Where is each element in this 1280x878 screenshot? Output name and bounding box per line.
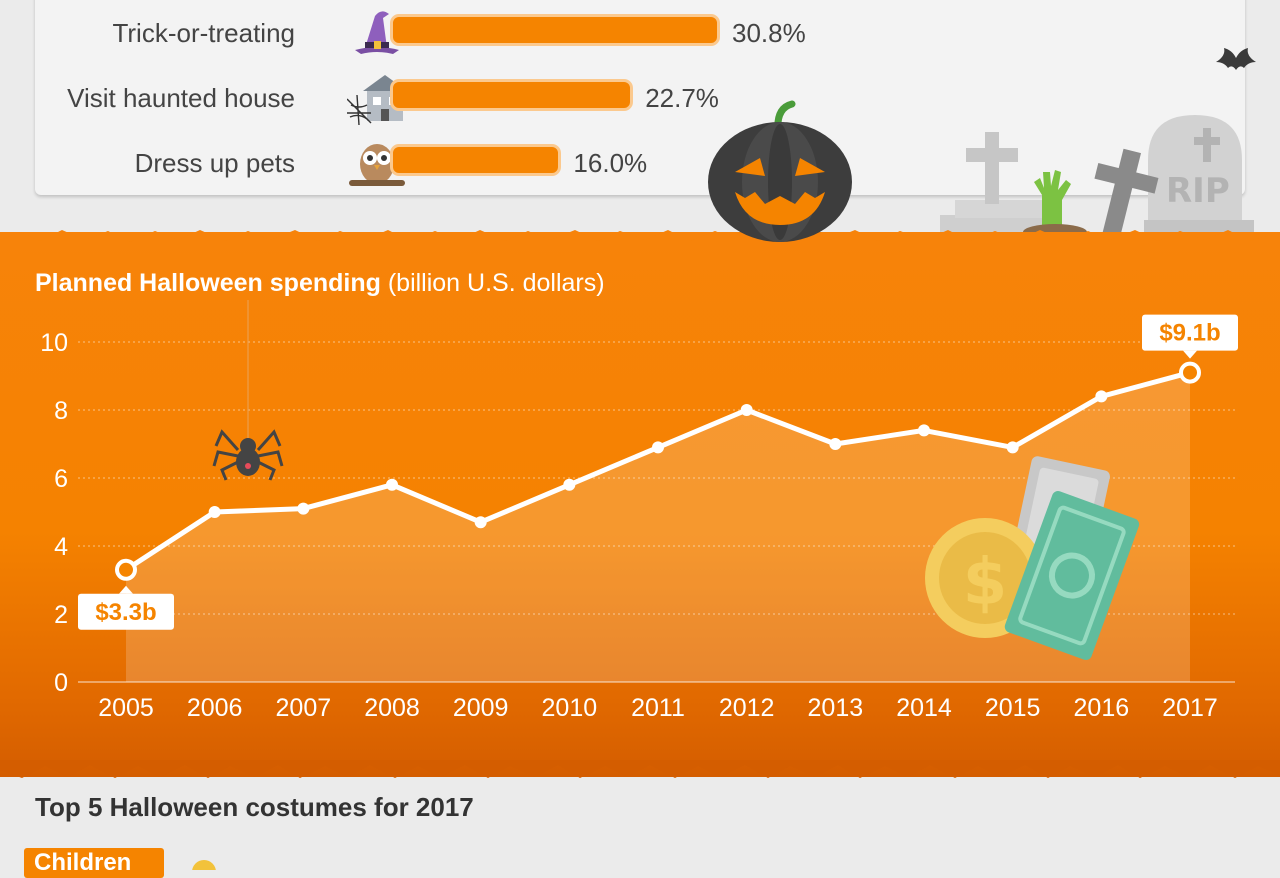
- x-tick-label: 2015: [985, 694, 1041, 722]
- y-tick-label: 10: [40, 329, 68, 357]
- activity-bar: [390, 79, 634, 111]
- y-tick-label: 0: [54, 669, 68, 697]
- data-point: [297, 502, 310, 515]
- annotation-pointer: [1183, 350, 1197, 359]
- x-tick-label: 2005: [98, 694, 154, 722]
- x-tick-label: 2008: [364, 694, 420, 722]
- activity-value: 22.7%: [645, 83, 719, 113]
- data-point: [652, 441, 664, 454]
- activity-label: Dress up pets: [134, 148, 295, 178]
- activity-row: Trick-or-treating 30.8%: [35, 10, 935, 54]
- annotations: $3.3b $9.1b: [78, 314, 1238, 630]
- data-point: [918, 424, 930, 437]
- x-axis: 2005 2006 2007 2008 2009 2010 2011 2012 2013 2014…: [98, 694, 1218, 722]
- y-tick-label: 4: [54, 533, 68, 561]
- data-point: [829, 438, 842, 450]
- annotation-label: $3.3b: [95, 599, 156, 626]
- y-tick-label: 2: [54, 601, 68, 629]
- activity-bar: [390, 14, 720, 46]
- jagged-top-edge: [0, 230, 1280, 250]
- spider-icon: [212, 300, 284, 481]
- annotation-pointer: [119, 585, 133, 594]
- costumes-title: Top 5 Halloween costumes for 2017: [35, 792, 474, 822]
- x-tick-label: 2012: [719, 694, 775, 722]
- x-tick-label: 2009: [453, 694, 509, 722]
- data-point: [1179, 361, 1201, 384]
- x-tick-label: 2010: [542, 694, 598, 722]
- data-point: [1095, 390, 1108, 403]
- activity-value: 16.0%: [573, 148, 648, 178]
- activity-value: 30.8%: [732, 18, 806, 48]
- annotation-box: [1142, 314, 1238, 351]
- annotation-box: [78, 593, 174, 630]
- data-point: [208, 506, 221, 518]
- pumpkin-icon: [708, 100, 852, 242]
- sun-icon: [192, 860, 216, 870]
- data-point: [386, 478, 398, 491]
- jagged-bottom-edge: [0, 760, 1280, 778]
- bat-icon: [1216, 48, 1256, 70]
- annotation-label: $9.1b: [1159, 320, 1220, 347]
- owl-icon: [347, 134, 407, 190]
- y-tick-label: 6: [54, 465, 68, 493]
- money-icon: $: [925, 456, 1140, 661]
- y-tick-label: 8: [54, 397, 68, 425]
- activity-row: Dress up pets 16.0%: [35, 140, 935, 186]
- data-point: [563, 478, 576, 491]
- activity-label: Trick-or-treating: [112, 18, 295, 48]
- children-tag: Children: [24, 848, 164, 878]
- activities-panel: Trick-or-treating 30.8% Visit haunted hous…: [35, 0, 1245, 195]
- x-tick-label: 2016: [1074, 694, 1130, 722]
- witch-hat-icon: [347, 4, 407, 60]
- activity-label: Visit haunted house: [67, 83, 295, 113]
- svg-text:$: $: [963, 546, 1008, 620]
- spending-area: [126, 372, 1190, 682]
- grid-lines: [78, 341, 1235, 683]
- y-axis: 0 2 4 6 8 10: [40, 329, 68, 697]
- x-tick-label: 2006: [187, 694, 243, 722]
- activity-row: Visit haunted house 22.7%: [35, 75, 935, 126]
- chart-title: Planned Halloween spending (billion U.S.…: [35, 269, 605, 297]
- x-tick-label: 2011: [631, 694, 685, 722]
- data-point: [474, 516, 487, 529]
- x-tick-label: 2017: [1162, 694, 1218, 722]
- data-point: [115, 558, 137, 581]
- data-points: [115, 361, 1201, 581]
- data-point: [1006, 441, 1019, 454]
- svg-text:RIP: RIP: [1166, 171, 1230, 211]
- data-point: [740, 404, 753, 416]
- activity-bar: [390, 144, 562, 176]
- x-tick-label: 2007: [276, 694, 332, 722]
- x-tick-label: 2014: [896, 694, 952, 722]
- x-tick-label: 2013: [808, 694, 864, 722]
